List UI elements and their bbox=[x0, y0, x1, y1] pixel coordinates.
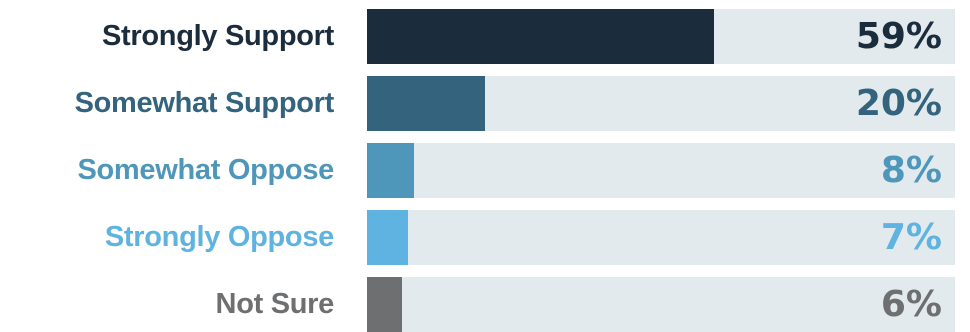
category-label: Somewhat Support bbox=[74, 87, 335, 119]
bar-row: Strongly Support 59% bbox=[0, 9, 970, 64]
category-label: Somewhat Oppose bbox=[77, 154, 334, 186]
bar-row: Somewhat Support 20% bbox=[0, 76, 970, 131]
bar-track: 20% bbox=[367, 76, 955, 131]
category-label: Strongly Support bbox=[101, 20, 334, 52]
bar bbox=[367, 143, 414, 198]
value-label: 8% bbox=[880, 150, 942, 191]
bar-track: 6% bbox=[367, 277, 955, 332]
bar-chart: Strongly Support 59% Somewhat Support 20% So… bbox=[0, 9, 970, 332]
value-label: 20% bbox=[855, 83, 942, 124]
bar bbox=[367, 9, 714, 64]
value-label: 6% bbox=[880, 284, 942, 325]
category-label: Strongly Oppose bbox=[104, 221, 334, 253]
value-label: 59% bbox=[855, 16, 942, 57]
bar bbox=[367, 210, 408, 265]
bar bbox=[367, 76, 485, 131]
bar-row: Somewhat Oppose 8% bbox=[0, 143, 970, 198]
value-label: 7% bbox=[880, 217, 942, 258]
bar-track: 8% bbox=[367, 143, 955, 198]
category-label: Not Sure bbox=[215, 288, 335, 320]
bar bbox=[367, 277, 402, 332]
bar-row: Not Sure 6% bbox=[0, 277, 970, 332]
bar-row: Strongly Oppose 7% bbox=[0, 210, 970, 265]
bar-track: 7% bbox=[367, 210, 955, 265]
bar-track: 59% bbox=[367, 9, 955, 64]
